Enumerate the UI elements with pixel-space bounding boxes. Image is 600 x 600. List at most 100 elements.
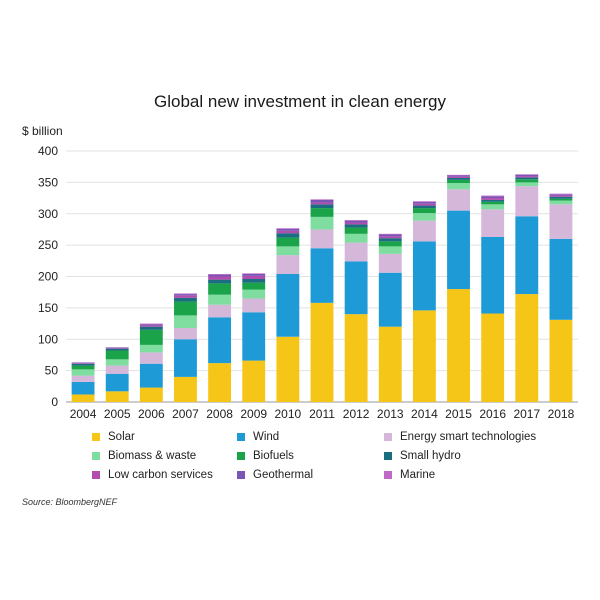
legend-item: Energy smart technologies	[384, 431, 536, 443]
bar-segment	[310, 202, 334, 205]
bar-segment	[71, 365, 95, 370]
bar-segment	[447, 189, 470, 211]
bar-segment	[515, 186, 539, 217]
bar-segment	[549, 319, 573, 402]
bar-segment	[105, 373, 129, 392]
bar-segment	[139, 325, 163, 327]
bar-segment	[447, 210, 470, 290]
bar-segment	[549, 194, 573, 196]
bar-segment	[208, 283, 232, 295]
bar-segment	[242, 289, 266, 299]
bar-segment	[71, 369, 95, 376]
bar-segment	[276, 233, 300, 238]
bar-segment	[344, 224, 368, 228]
bar-segment	[481, 313, 505, 402]
bar-segment	[549, 198, 573, 201]
bar-segment	[515, 177, 539, 180]
bar-segment	[378, 234, 402, 237]
y-axis-label: $ billion	[22, 124, 63, 138]
bar-segment	[447, 179, 470, 184]
y-tick-label: 200	[38, 270, 58, 284]
bar-segment	[412, 241, 436, 311]
bar-segment	[378, 272, 402, 327]
bar-segment	[447, 289, 470, 402]
legend-label: Energy smart technologies	[400, 431, 537, 443]
legend-swatch	[92, 471, 100, 479]
bar-segment	[344, 261, 368, 315]
legend-swatch	[92, 452, 100, 460]
bar-segment	[105, 391, 129, 402]
x-tick-label: 2014	[411, 407, 438, 421]
bar-segment	[412, 201, 436, 204]
legend-item: Wind	[237, 431, 279, 443]
bar-segment	[139, 352, 163, 364]
bar-segment	[71, 394, 95, 402]
bar-segment	[242, 273, 266, 276]
legend-item: Biomass & waste	[92, 450, 196, 462]
bar-segment	[481, 196, 505, 199]
bar-segment	[174, 295, 197, 298]
legend-label: Biomass & waste	[108, 450, 197, 462]
y-tick-label: 300	[38, 207, 58, 221]
legend-label: Small hydro	[400, 450, 461, 462]
bar-segment	[447, 174, 470, 176]
legend-swatch	[384, 452, 392, 460]
bar-segment	[174, 293, 197, 295]
bar-segment	[515, 176, 539, 178]
y-tick-label: 150	[38, 301, 58, 315]
bar-segment	[515, 182, 539, 187]
bar-segment	[174, 301, 197, 316]
bar-segment	[208, 274, 232, 277]
bar-segment	[71, 362, 95, 364]
legend-label: Biofuels	[253, 450, 294, 462]
legend-item: Low carbon services	[92, 469, 213, 481]
legend-swatch	[92, 433, 100, 441]
bar-segment	[208, 363, 232, 402]
bar-segment	[378, 236, 402, 239]
x-tick-label: 2008	[206, 407, 233, 421]
bar-segment	[139, 326, 163, 330]
bar-segment	[310, 199, 334, 203]
bar-segment	[139, 329, 163, 345]
y-tick-label: 100	[38, 332, 58, 346]
bar-segment	[481, 204, 505, 210]
bar-segment	[208, 279, 232, 284]
y-tick-label: 400	[38, 144, 58, 158]
bar-segment	[310, 199, 334, 200]
bar-segment	[208, 276, 232, 280]
bar-segment	[515, 174, 539, 175]
bar-segment	[139, 344, 163, 353]
bar-segment	[276, 255, 300, 274]
bar-segment	[481, 199, 505, 202]
x-tick-label: 2017	[513, 407, 540, 421]
bar-segment	[71, 381, 95, 395]
bar-segment	[276, 336, 300, 402]
bar-segment	[344, 222, 368, 225]
bar-segment	[276, 246, 300, 256]
legend-swatch	[384, 471, 392, 479]
legend-swatch	[237, 433, 245, 441]
bar-segment	[208, 294, 232, 305]
x-tick-label: 2009	[240, 407, 267, 421]
legend-label: Geothermal	[253, 469, 314, 481]
bar-segment	[344, 233, 368, 243]
bar-segment	[310, 248, 334, 303]
legend-item: Marine	[384, 469, 435, 481]
bar-segment	[174, 297, 197, 302]
legend-item: Geothermal	[237, 469, 313, 481]
bar-segment	[276, 230, 300, 234]
bar-segment	[378, 238, 402, 242]
bar-segment	[515, 216, 539, 295]
bar-segment	[105, 348, 129, 349]
bar-segment	[412, 220, 436, 242]
bar-segment	[412, 213, 436, 221]
bar-segment	[276, 228, 300, 231]
bar-segment	[71, 375, 95, 382]
y-tick-label: 0	[51, 395, 58, 409]
bar-segment	[139, 323, 163, 325]
bar-segment	[276, 228, 300, 229]
bar-segment	[481, 198, 505, 200]
x-tick-label: 2010	[275, 407, 302, 421]
source-note: Source: BloombergNEF	[22, 497, 118, 507]
bar-segment	[105, 347, 129, 349]
